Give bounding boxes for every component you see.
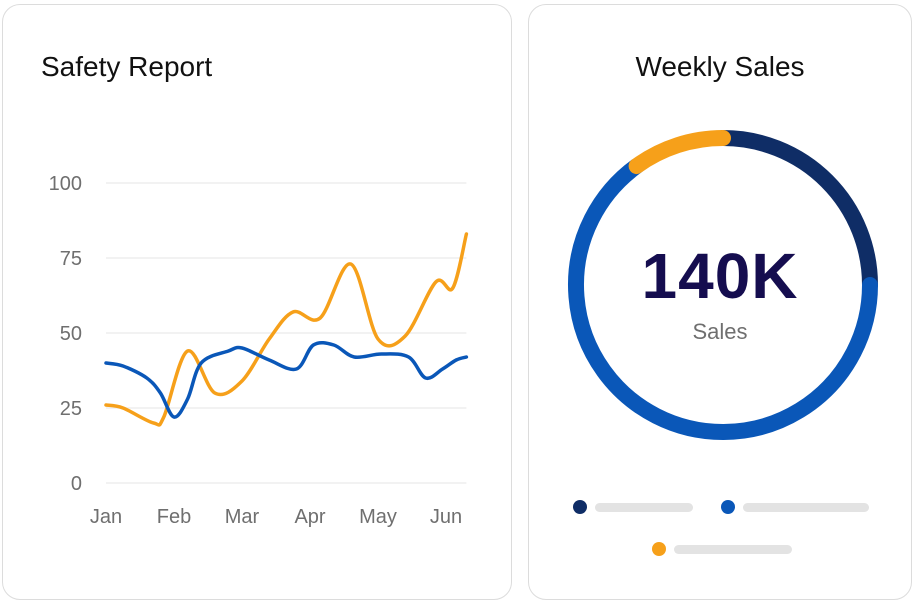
y-tick-label-75: 75 [60,248,82,270]
donut-slice-series-3 [628,130,731,175]
legend-label-placeholder [743,503,869,512]
weekly-sales-card: Weekly Sales 140K Sales [528,4,912,600]
x-tick-label-may: May [359,506,397,528]
weekly-sales-title: Weekly Sales [635,51,805,82]
x-tick-label-mar: Mar [225,506,260,528]
safety-report-title: Safety Report [41,51,213,82]
y-tick-label-0: 0 [71,473,82,495]
y-tick-label-25: 25 [60,398,82,420]
series-line-blue [104,340,469,419]
x-tick-label-feb: Feb [157,506,191,528]
sales-total-caption: Sales [692,319,748,344]
legend-dot-series-1 [573,500,587,514]
y-tick-label-50: 50 [60,323,82,345]
weekly-sales-donut-chart [568,130,878,440]
x-tick-label-jan: Jan [90,506,122,528]
legend-dot-series-2 [721,500,735,514]
donut-slice-series-1 [715,130,878,293]
x-tick-label-apr: Apr [294,506,325,528]
legend-label-placeholder [674,545,792,554]
sales-total-value: 140K [641,240,799,312]
legend-item-series-1 [573,499,693,515]
legend-label-placeholder [595,503,693,512]
x-tick-label-jun: Jun [430,506,462,528]
series-line-orange [104,232,469,427]
legend-dot-series-3 [652,542,666,556]
y-tick-label-100: 100 [49,173,82,195]
legend-item-series-2 [721,499,871,515]
legend-item-series-3 [652,541,802,557]
safety-report-card: Safety Report 0 25 50 75 100 Jan Feb Mar Apr May J… [2,4,512,600]
donut-slice-series-2 [568,158,878,440]
safety-line-chart: 0 25 50 75 100 Jan Feb Mar Apr May Jun [49,173,469,528]
